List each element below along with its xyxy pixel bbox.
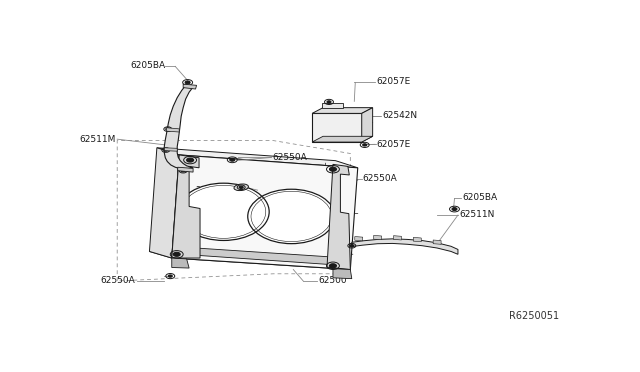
Circle shape: [330, 264, 337, 268]
Polygon shape: [164, 148, 177, 151]
Circle shape: [166, 128, 170, 130]
Polygon shape: [352, 239, 458, 254]
Polygon shape: [374, 235, 381, 240]
Polygon shape: [333, 269, 352, 279]
Polygon shape: [327, 164, 350, 269]
Circle shape: [350, 244, 354, 247]
Text: R6250051: R6250051: [509, 311, 559, 321]
Circle shape: [168, 275, 172, 277]
Text: 62500: 62500: [318, 276, 347, 285]
Polygon shape: [355, 237, 363, 241]
Polygon shape: [312, 136, 372, 142]
Circle shape: [173, 252, 180, 256]
Polygon shape: [172, 155, 358, 269]
Polygon shape: [150, 251, 350, 269]
Circle shape: [185, 81, 190, 84]
Polygon shape: [164, 85, 193, 169]
Text: 6205BA: 6205BA: [462, 193, 497, 202]
Text: 62550A: 62550A: [272, 153, 307, 162]
Polygon shape: [183, 84, 196, 89]
Polygon shape: [362, 108, 372, 142]
Circle shape: [327, 101, 331, 103]
Polygon shape: [172, 258, 189, 268]
Text: 62511M: 62511M: [80, 135, 116, 144]
Polygon shape: [150, 148, 179, 258]
Text: 62542N: 62542N: [382, 111, 417, 120]
Polygon shape: [413, 237, 421, 242]
Polygon shape: [433, 240, 441, 244]
Polygon shape: [312, 108, 372, 113]
Text: 62057E: 62057E: [376, 77, 410, 86]
Circle shape: [452, 208, 457, 211]
Circle shape: [330, 167, 337, 171]
Circle shape: [187, 158, 193, 162]
Polygon shape: [322, 103, 343, 108]
Circle shape: [164, 149, 168, 151]
Ellipse shape: [248, 189, 335, 244]
Text: 62511N: 62511N: [460, 210, 495, 219]
Polygon shape: [157, 148, 358, 168]
Text: 24236D: 24236D: [195, 186, 230, 195]
Ellipse shape: [178, 183, 269, 240]
Text: 62550A: 62550A: [363, 174, 397, 183]
Polygon shape: [394, 236, 401, 240]
Circle shape: [239, 186, 243, 189]
Circle shape: [230, 158, 235, 161]
Ellipse shape: [234, 184, 248, 190]
Text: 62057E: 62057E: [376, 140, 411, 148]
Polygon shape: [312, 113, 362, 142]
Text: 6205BA: 6205BA: [130, 61, 165, 70]
Polygon shape: [174, 247, 348, 266]
Circle shape: [181, 170, 185, 172]
Polygon shape: [178, 167, 193, 172]
Circle shape: [363, 144, 367, 146]
Text: 62550A: 62550A: [101, 276, 136, 285]
Polygon shape: [172, 155, 200, 258]
Polygon shape: [166, 128, 179, 132]
